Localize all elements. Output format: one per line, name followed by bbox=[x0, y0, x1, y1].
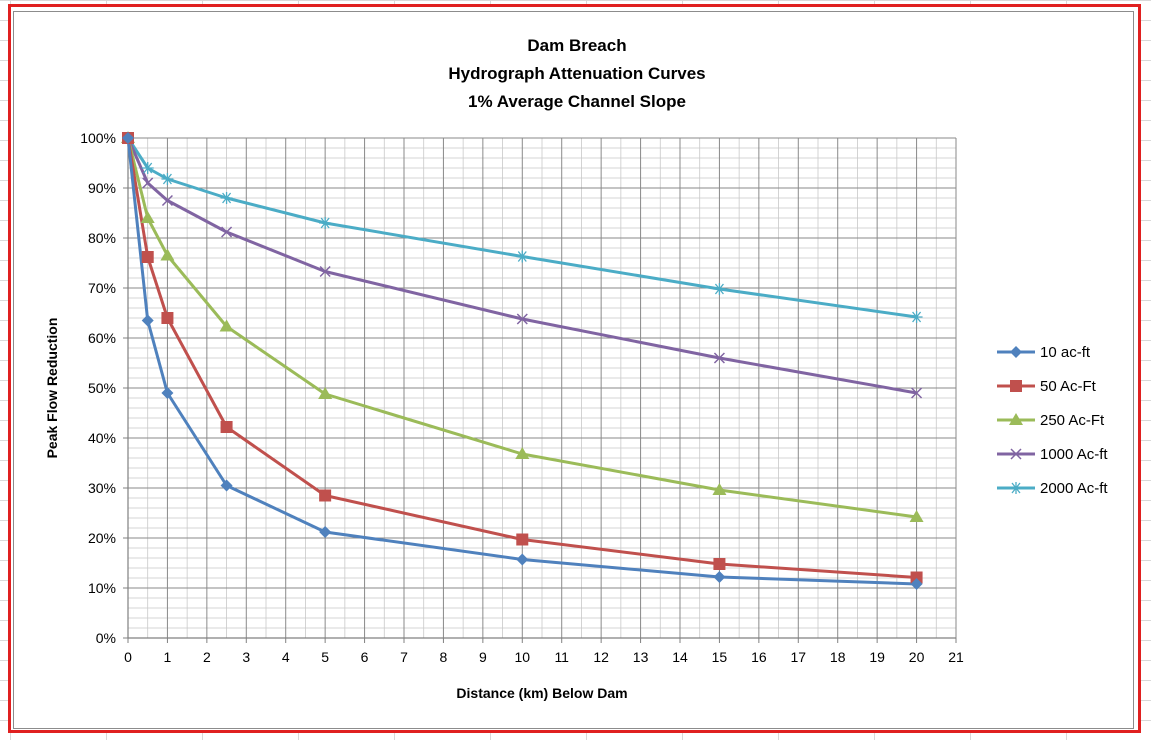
series-line-2000-ac-ft bbox=[126, 137, 917, 319]
data-point-1000-ac-ft bbox=[911, 387, 923, 399]
data-point-1000-ac-ft bbox=[161, 194, 173, 207]
data-point-250-ac-ft bbox=[712, 483, 727, 495]
chart-title: Dam Breach Hydrograph Attenuation Curves… bbox=[448, 36, 705, 111]
legend-marker-1000-ac-ft bbox=[1010, 448, 1022, 460]
series-line-10-ac-ft bbox=[126, 137, 917, 586]
legend-marker-250-ac-ft bbox=[1009, 413, 1023, 425]
axes bbox=[123, 137, 957, 643]
data-point-50-ac-ft bbox=[516, 533, 529, 546]
data-point-50-ac-ft bbox=[319, 489, 332, 502]
data-point-50-ac-ft bbox=[713, 558, 726, 570]
x-tick-label: 16 bbox=[751, 649, 767, 665]
data-point-10-ac-ft bbox=[220, 479, 233, 492]
x-tick-label: 19 bbox=[869, 649, 885, 665]
y-axis-title: Peak Flow Reduction bbox=[44, 318, 60, 459]
chart-title-line-3: 1% Average Channel Slope bbox=[468, 92, 686, 111]
x-tick-label: 21 bbox=[948, 649, 964, 665]
y-tick-label: 50% bbox=[88, 380, 116, 396]
x-tick-label: 5 bbox=[321, 649, 329, 665]
x-tick-label: 0 bbox=[124, 649, 132, 665]
data-point-50-ac-ft bbox=[220, 421, 233, 433]
series-markers bbox=[121, 131, 924, 590]
x-tick-label: 17 bbox=[790, 649, 806, 665]
series-line-50-ac-ft bbox=[126, 137, 917, 579]
legend-label-10-ac-ft: 10 ac-ft bbox=[1040, 344, 1091, 361]
y-tick-label: 80% bbox=[88, 230, 116, 246]
data-point-2000-ac-ft bbox=[516, 250, 529, 263]
data-point-2000-ac-ft bbox=[319, 217, 332, 229]
x-tick-label: 14 bbox=[672, 649, 688, 665]
x-tick-label: 11 bbox=[554, 649, 569, 665]
data-point-10-ac-ft bbox=[122, 132, 134, 144]
x-tick-label: 8 bbox=[440, 649, 448, 665]
data-point-2000-ac-ft bbox=[161, 173, 174, 185]
data-point-50-ac-ft bbox=[141, 251, 154, 263]
y-tick-label: 30% bbox=[88, 480, 116, 496]
legend-label-2000-ac-ft: 2000 Ac-ft bbox=[1040, 480, 1108, 497]
data-point-1000-ac-ft bbox=[221, 226, 233, 238]
plot-area bbox=[121, 131, 957, 643]
data-point-250-ac-ft bbox=[515, 447, 530, 459]
data-point-10-ac-ft bbox=[516, 553, 529, 566]
y-tick-label: 10% bbox=[88, 580, 116, 596]
x-tick-label: 18 bbox=[830, 649, 846, 665]
data-point-10-ac-ft bbox=[161, 387, 174, 399]
y-tick-label: 0% bbox=[96, 630, 116, 646]
data-point-1000-ac-ft bbox=[142, 177, 154, 189]
data-point-2000-ac-ft bbox=[141, 162, 154, 174]
x-tick-label: 7 bbox=[400, 649, 408, 665]
chart-title-line-1: Dam Breach bbox=[527, 36, 626, 55]
y-tick-label: 70% bbox=[88, 280, 116, 296]
x-tick-label: 20 bbox=[909, 649, 925, 665]
legend-marker-10-ac-ft bbox=[1010, 346, 1022, 358]
data-point-2000-ac-ft bbox=[713, 283, 726, 295]
y-tick-labels: 0% 10% 20% 30% 40% 50% 60% 70% 80% 90% 100% bbox=[80, 130, 116, 646]
y-tick-label: 20% bbox=[88, 530, 116, 546]
legend: 10 ac-ft 50 Ac-Ft 250 Ac-Ft 1000 Ac-ft 2000 … bbox=[997, 344, 1108, 497]
chart-title-line-2: Hydrograph Attenuation Curves bbox=[448, 64, 705, 83]
data-point-10-ac-ft bbox=[713, 571, 726, 583]
legend-marker-50-ac-ft bbox=[1010, 380, 1022, 392]
x-tick-label: 13 bbox=[633, 649, 649, 665]
x-tick-label: 3 bbox=[242, 649, 250, 665]
x-tick-label: 4 bbox=[282, 649, 290, 665]
legend-label-1000-ac-ft: 1000 Ac-ft bbox=[1040, 446, 1108, 463]
y-tick-label: 100% bbox=[80, 130, 116, 146]
x-tick-label: 15 bbox=[712, 649, 728, 665]
x-tick-label: 6 bbox=[361, 649, 369, 665]
legend-label-250-ac-ft: 250 Ac-Ft bbox=[1040, 412, 1105, 429]
data-point-1000-ac-ft bbox=[319, 265, 331, 278]
minor-gridlines bbox=[128, 138, 956, 638]
legend-label-50-ac-ft: 50 Ac-Ft bbox=[1040, 378, 1097, 395]
y-tick-label: 40% bbox=[88, 430, 116, 446]
data-point-10-ac-ft bbox=[141, 314, 154, 327]
x-tick-labels: 0 1 2 3 4 5 6 7 8 9 10 11 12 13 14 15 16 17 18 19 20 21 bbox=[124, 649, 964, 665]
x-tick-label: 12 bbox=[593, 649, 609, 665]
data-point-2000-ac-ft bbox=[220, 192, 233, 204]
data-point-250-ac-ft bbox=[219, 319, 234, 332]
x-axis-title: Distance (km) Below Dam bbox=[456, 685, 627, 701]
data-point-250-ac-ft bbox=[140, 211, 155, 223]
data-point-50-ac-ft bbox=[910, 571, 923, 584]
data-point-2000-ac-ft bbox=[910, 311, 923, 323]
y-tick-label: 90% bbox=[88, 180, 116, 196]
data-point-250-ac-ft bbox=[909, 510, 924, 522]
data-point-1000-ac-ft bbox=[516, 313, 528, 325]
x-tick-label: 10 bbox=[514, 649, 530, 665]
data-point-10-ac-ft bbox=[319, 526, 332, 538]
y-tick-label: 60% bbox=[88, 330, 116, 346]
data-point-50-ac-ft bbox=[161, 312, 174, 324]
legend-marker-2000-ac-ft bbox=[1010, 482, 1022, 494]
x-tick-label: 1 bbox=[164, 649, 172, 665]
data-point-1000-ac-ft bbox=[713, 352, 725, 364]
x-tick-label: 2 bbox=[203, 649, 211, 665]
data-point-10-ac-ft bbox=[910, 578, 923, 590]
data-point-250-ac-ft bbox=[318, 387, 333, 399]
series-line-250-ac-ft bbox=[126, 137, 917, 519]
x-tick-label: 9 bbox=[479, 649, 487, 665]
data-point-250-ac-ft bbox=[160, 248, 175, 261]
